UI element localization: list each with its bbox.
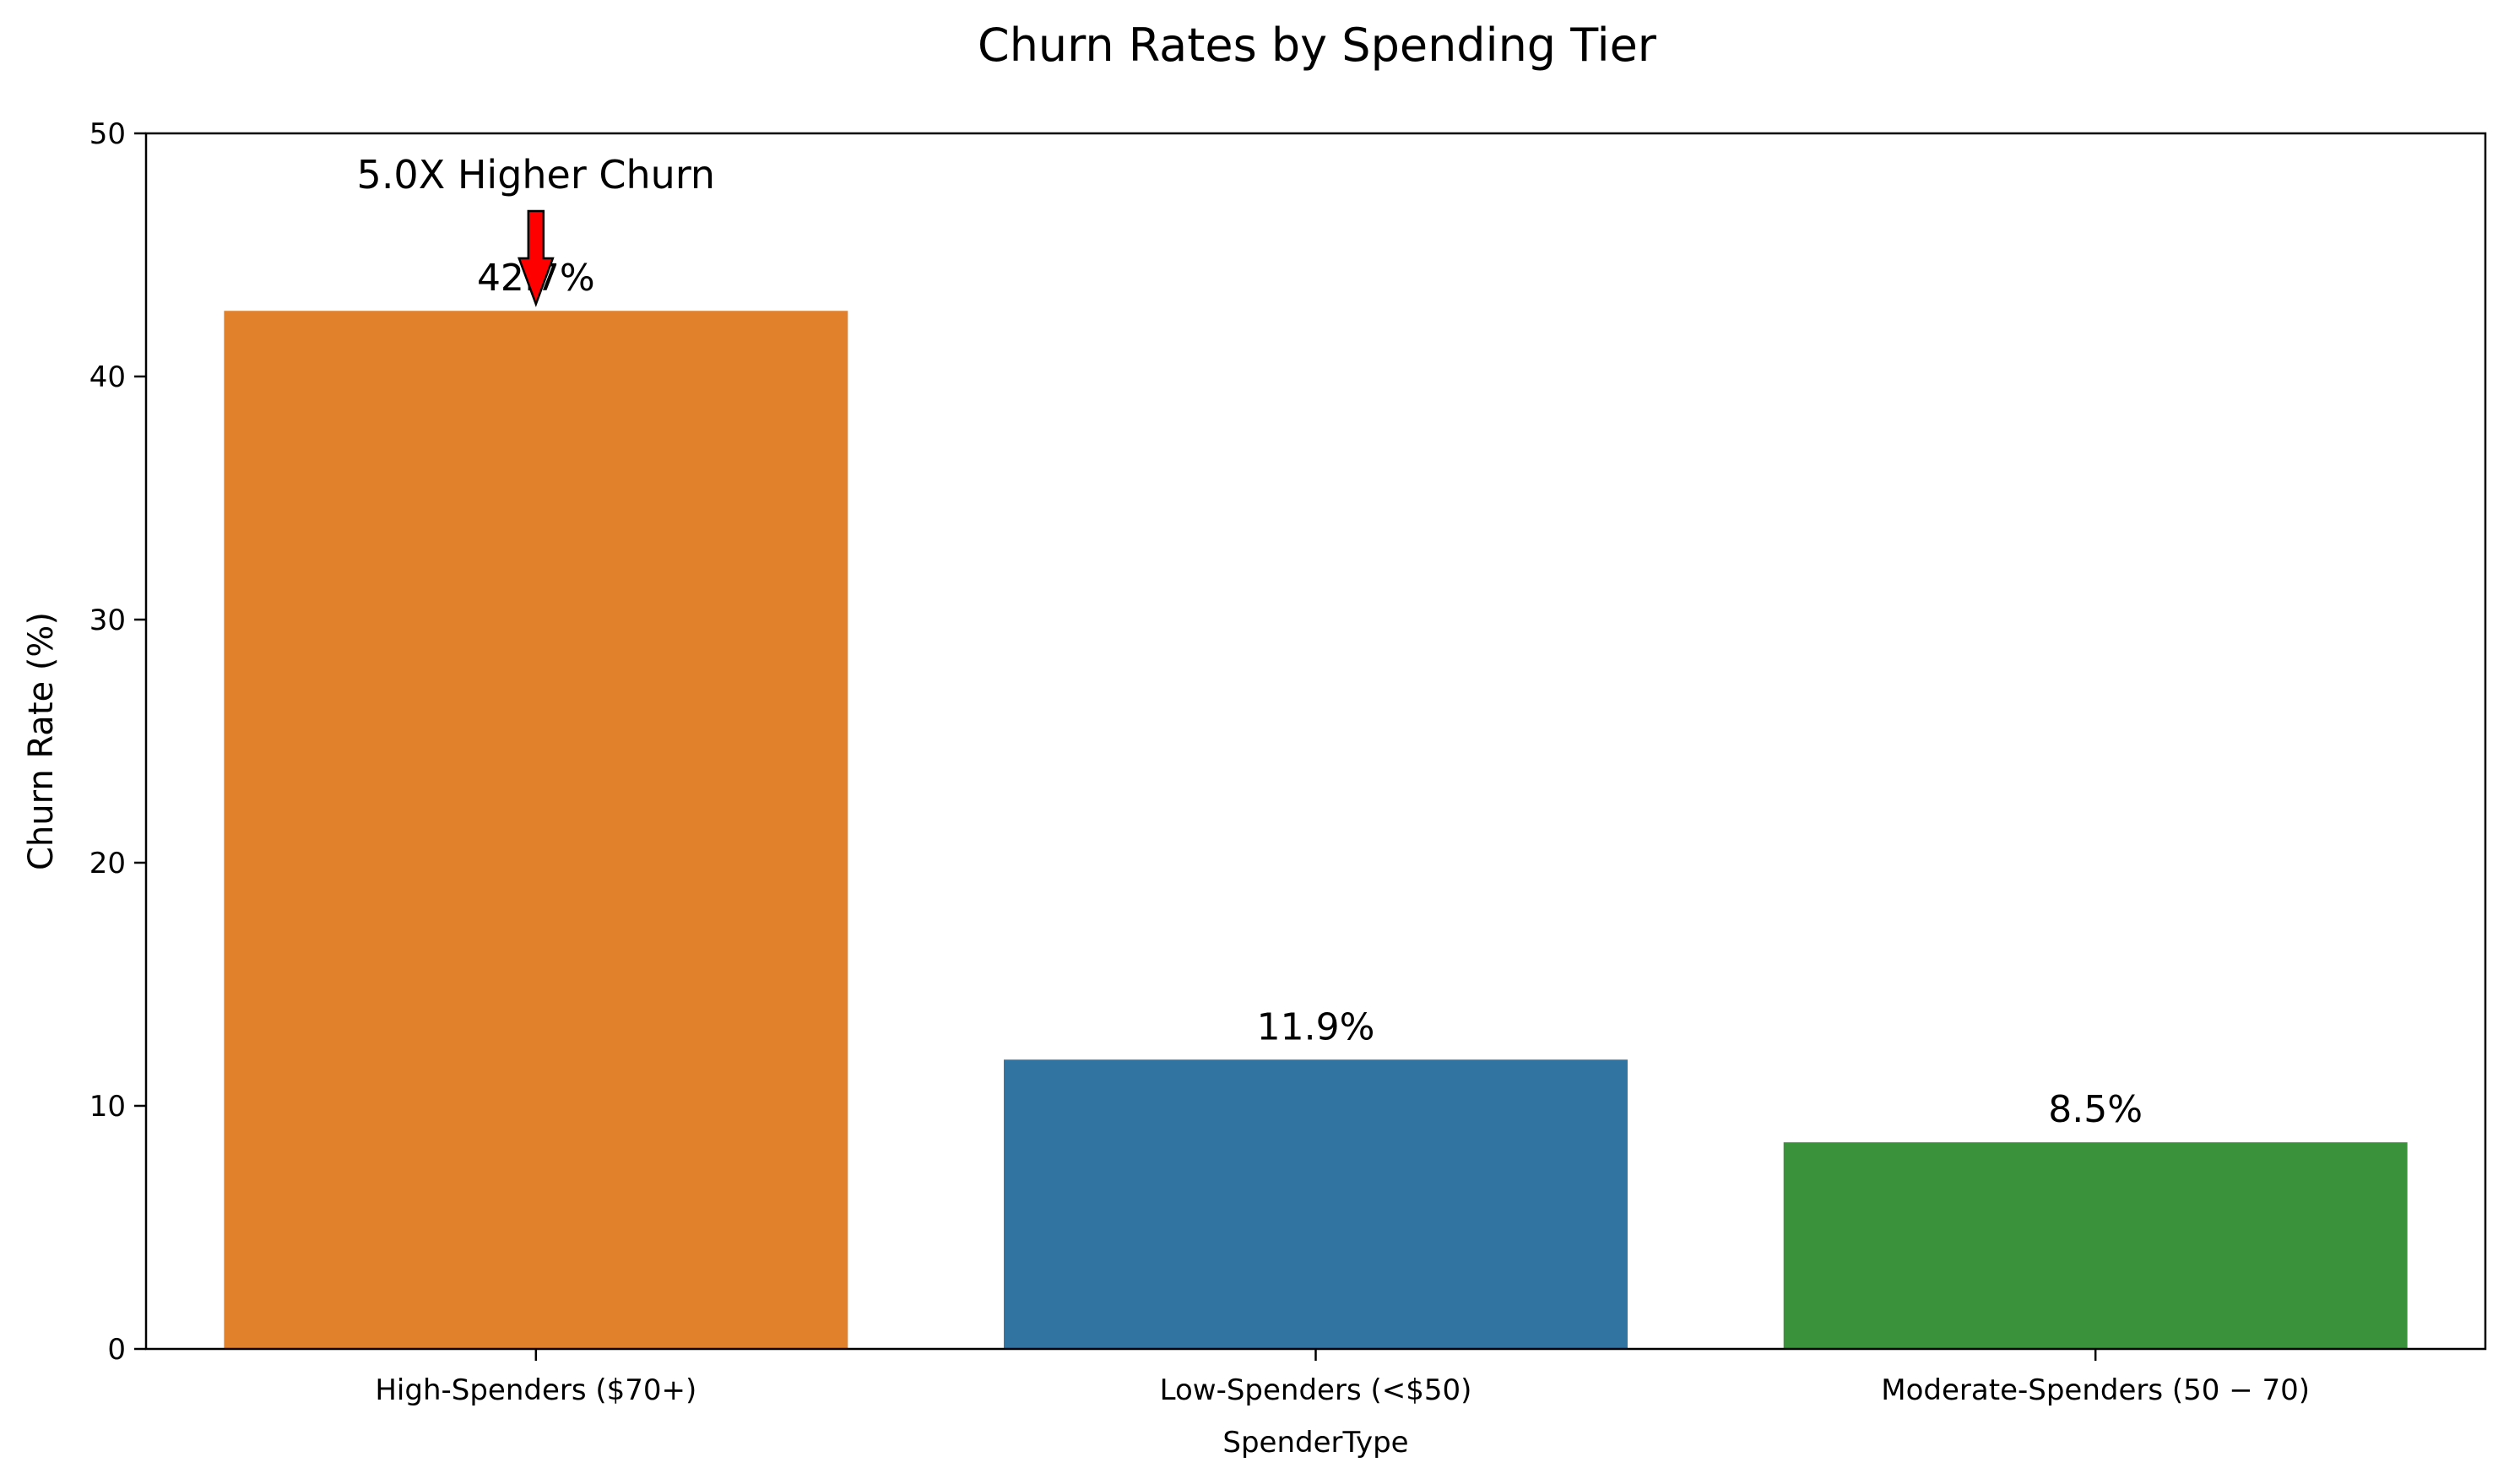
y-tick-label: 0 — [107, 1333, 126, 1367]
y-tick-label: 20 — [89, 847, 126, 880]
bar — [1783, 1142, 2408, 1349]
annotation-text: 5.0X Higher Churn — [357, 152, 716, 198]
chart-title: Churn Rates by Spending Tier — [978, 19, 1657, 72]
x-tick-label: Moderate-Spenders (50 − 70) — [1881, 1373, 2310, 1407]
x-tick-label: High-Spenders ($70+) — [375, 1373, 696, 1407]
data-label: 8.5% — [2048, 1088, 2143, 1131]
y-tick-label: 30 — [89, 604, 126, 637]
y-axis-label: Churn Rate (%) — [22, 612, 61, 870]
x-axis-ticks: High-Spenders ($70+) Low-Spenders (<$50) M… — [375, 1349, 2310, 1407]
bars — [224, 311, 2408, 1349]
annotation-arrow — [518, 209, 555, 307]
bar — [1004, 1059, 1628, 1349]
y-tick-label: 50 — [89, 117, 126, 151]
annotation: 5.0X Higher Churn — [357, 152, 716, 307]
plot-frame — [144, 132, 2487, 1351]
y-axis-ticks: 0 10 20 30 40 50 — [89, 117, 146, 1367]
y-tick-label: 10 — [89, 1090, 126, 1124]
data-label: 11.9% — [1257, 1005, 1375, 1048]
bar — [224, 311, 848, 1349]
x-tick-label: Low-Spenders (<$50) — [1160, 1373, 1472, 1407]
y-tick-label: 40 — [89, 360, 126, 394]
x-axis-label: SpenderType — [1222, 1426, 1408, 1460]
